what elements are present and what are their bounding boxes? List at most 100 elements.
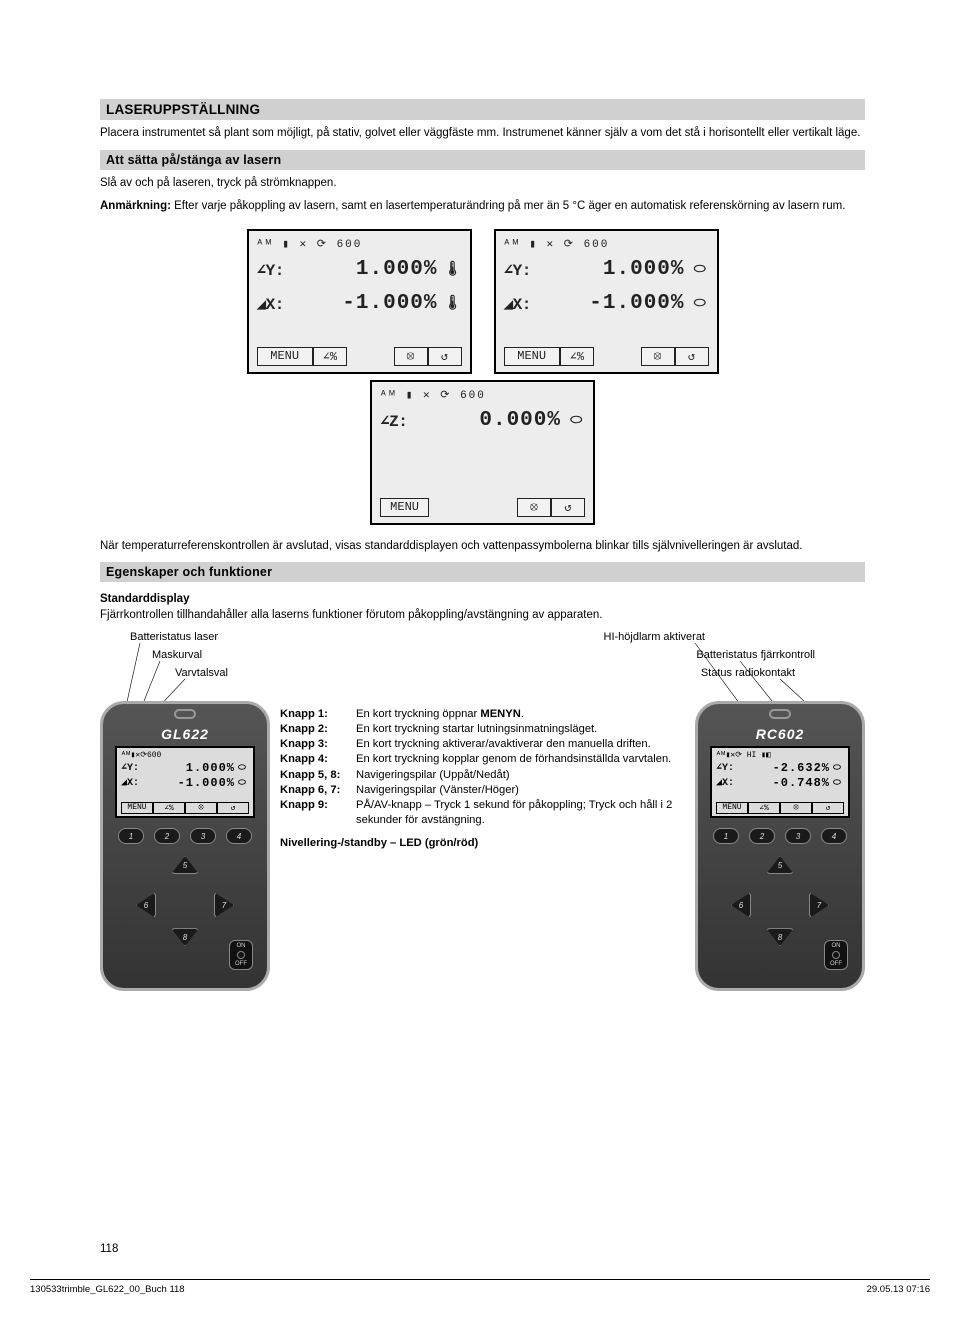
on-label: ON <box>237 943 246 949</box>
button-1[interactable]: 1 <box>118 828 144 844</box>
button-row: 1 2 3 4 <box>118 828 252 844</box>
softkey-menu: MENU <box>380 498 429 517</box>
heading-laseruppstallning: LASERUPPSTÄLLNING <box>100 99 865 120</box>
para-standarddisplay: Standarddisplay Fjärrkontrollen tillhand… <box>100 592 865 623</box>
mini-x-label: ◢X: <box>716 777 738 789</box>
level-icon: ⬭ <box>235 778 249 788</box>
para-power: Slå av och på laseren, tryck på strömkna… <box>100 176 865 192</box>
mini-sk2: ∠% <box>153 802 185 814</box>
button-5-up[interactable]: 5 <box>766 856 794 874</box>
thermometer-icon: 🌡 <box>444 295 462 312</box>
button-2[interactable]: 2 <box>749 828 775 844</box>
mini-y-val: -2.632% <box>738 761 830 775</box>
button-5-up[interactable]: 5 <box>171 856 199 874</box>
button-8-down[interactable]: 8 <box>766 928 794 946</box>
para-intro: Placera instrumentet så plant som möjlig… <box>100 126 865 142</box>
callout-batteri-laser: Batteristatus laser <box>130 631 218 643</box>
mini-sk4: ↺ <box>217 802 249 814</box>
lcd-row-top: ᴬᴹ ▮ ✕ ⟳ 600 ∠Y:1.000%🌡 ◢X:-1.000%🌡 MENU… <box>100 229 865 374</box>
softkey-cancel: ⦻ <box>641 347 675 366</box>
knapp-desc: En kort tryckning aktiverar/avaktiverar … <box>356 737 685 752</box>
para-anmärkning: Anmärkning: Efter varje påkoppling av la… <box>100 199 865 215</box>
off-label: OFF <box>235 961 247 967</box>
heading-att-satta: Att sätta på/stänga av lasern <box>100 150 865 170</box>
button-7-right[interactable]: 7 <box>214 892 234 918</box>
mini-y-val: 1.000% <box>143 761 235 775</box>
thermometer-icon: 🌡 <box>444 261 462 278</box>
button-3[interactable]: 3 <box>190 828 216 844</box>
lower-row: GL622 ᴬᴹ▮✕⟳600 ∠Y:1.000%⬭ ◢X:-1.000%⬭ ME… <box>100 701 865 991</box>
callout-varvtalsval: Varvtalsval <box>175 667 228 679</box>
lcd-y-label: ∠Y: <box>504 260 526 280</box>
mini-sk-menu: MENU <box>716 802 748 814</box>
knapp-key: Knapp 9: <box>280 798 356 828</box>
knapp-desc: Navigeringspilar (Uppåt/Nedåt) <box>356 768 685 783</box>
lcd-z-val: 0.000% <box>404 409 567 432</box>
anmarkning-label: Anmärkning: <box>100 200 171 212</box>
knapp-desc: PÅ/AV-knapp – Tryck 1 sekund för påkoppl… <box>356 798 685 828</box>
lcd-softkeys: MENU ∠% ⦻ ↺ <box>504 347 709 366</box>
level-icon: ⬭ <box>830 763 844 773</box>
para-temperature: När temperaturreferenskontrollen är avsl… <box>100 539 865 555</box>
mini-y-label: ∠Y: <box>121 762 143 774</box>
mini-lcd-status: ᴬᴹ▮✕⟳600 <box>121 750 249 760</box>
lcd-x-val: -1.000% <box>281 292 444 315</box>
knapp-list: Knapp 1:En kort tryckning öppnar MENYN.K… <box>280 701 685 991</box>
button-4[interactable]: 4 <box>226 828 252 844</box>
lcd-right: ᴬᴹ ▮ ✕ ⟳ 600 ∠Y:1.000%⬭ ◢X:-1.000%⬭ MENU… <box>494 229 719 374</box>
button-1[interactable]: 1 <box>713 828 739 844</box>
lcd-y-val: 1.000% <box>528 258 691 281</box>
button-4[interactable]: 4 <box>821 828 847 844</box>
knapp-row: Knapp 1:En kort tryckning öppnar MENYN. <box>280 707 685 722</box>
lcd-left: ᴬᴹ ▮ ✕ ⟳ 600 ∠Y:1.000%🌡 ◢X:-1.000%🌡 MENU… <box>247 229 472 374</box>
lcd-x-val: -1.000% <box>528 292 691 315</box>
level-icon: ⬭ <box>567 413 585 429</box>
level-icon: ⬭ <box>235 763 249 773</box>
button-9-onoff[interactable]: ON OFF <box>824 940 848 970</box>
knapp-row: Knapp 2:En kort tryckning startar lutnin… <box>280 722 685 737</box>
page-number: 118 <box>100 1243 118 1255</box>
knapp-desc: En kort tryckning kopplar genom de förha… <box>356 752 685 767</box>
callout-radiokontakt: Status radiokontakt <box>701 667 795 679</box>
knapp-key: Knapp 6, 7: <box>280 783 356 798</box>
lcd-status-icons: ᴬᴹ ▮ ✕ ⟳ 600 <box>504 237 709 253</box>
device-model-right: RC602 <box>756 726 805 742</box>
button-6-left[interactable]: 6 <box>136 892 156 918</box>
mini-x-label: ◢X: <box>121 777 143 789</box>
softkey-angle: ∠% <box>560 347 594 366</box>
knapp-row: Knapp 6, 7:Navigeringspilar (Vänster/Hög… <box>280 783 685 798</box>
lcd-y-label: ∠Y: <box>257 260 279 280</box>
knapp-key: Knapp 3: <box>280 737 356 752</box>
softkey-refresh: ↺ <box>428 347 462 366</box>
mini-sk3: ⦻ <box>185 802 217 814</box>
button-7-right[interactable]: 7 <box>809 892 829 918</box>
knapp-desc: Navigeringspilar (Vänster/Höger) <box>356 783 685 798</box>
knapp-row: Knapp 9:PÅ/AV-knapp – Tryck 1 sekund för… <box>280 798 685 828</box>
device-lanyard-hole <box>769 709 791 719</box>
mini-lcd-left: ᴬᴹ▮✕⟳600 ∠Y:1.000%⬭ ◢X:-1.000%⬭ MENU∠%⦻↺ <box>115 746 255 818</box>
softkey-menu: MENU <box>257 347 313 366</box>
lcd-softkeys: MENU ∠% ⦻ ↺ <box>257 347 462 366</box>
device-rc602: RC602 ᴬᴹ▮✕⟳ HI ▮◧ ∠Y:-2.632%⬭ ◢X:-0.748%… <box>695 701 865 991</box>
softkey-refresh: ↺ <box>551 498 585 517</box>
footer: 130533trimble_GL622_00_Buch 118 29.05.13… <box>30 1279 930 1295</box>
softkey-menu: MENU <box>504 347 560 366</box>
button-2[interactable]: 2 <box>154 828 180 844</box>
lcd-status-icons: ᴬᴹ ▮ ✕ ⟳ 600 <box>257 237 462 253</box>
knapp-desc: En kort tryckning startar lutningsinmatn… <box>356 722 685 737</box>
knapp-desc: En kort tryckning öppnar MENYN. <box>356 707 685 722</box>
mini-sk-menu: MENU <box>121 802 153 814</box>
softkey-refresh: ↺ <box>675 347 709 366</box>
button-9-onoff[interactable]: ON OFF <box>229 940 253 970</box>
button-row: 1 2 3 4 <box>713 828 847 844</box>
knapp-key: Knapp 1: <box>280 707 356 722</box>
mini-lcd-status: ᴬᴹ▮✕⟳ HI ▮◧ <box>716 750 844 760</box>
button-6-left[interactable]: 6 <box>731 892 751 918</box>
button-3[interactable]: 3 <box>785 828 811 844</box>
callout-maskurval: Maskurval <box>152 649 202 661</box>
level-icon: ⬭ <box>691 296 709 312</box>
footer-right: 29.05.13 07:16 <box>867 1284 930 1295</box>
level-icon: ⬭ <box>691 262 709 278</box>
button-8-down[interactable]: 8 <box>171 928 199 946</box>
knapp-key: Knapp 4: <box>280 752 356 767</box>
